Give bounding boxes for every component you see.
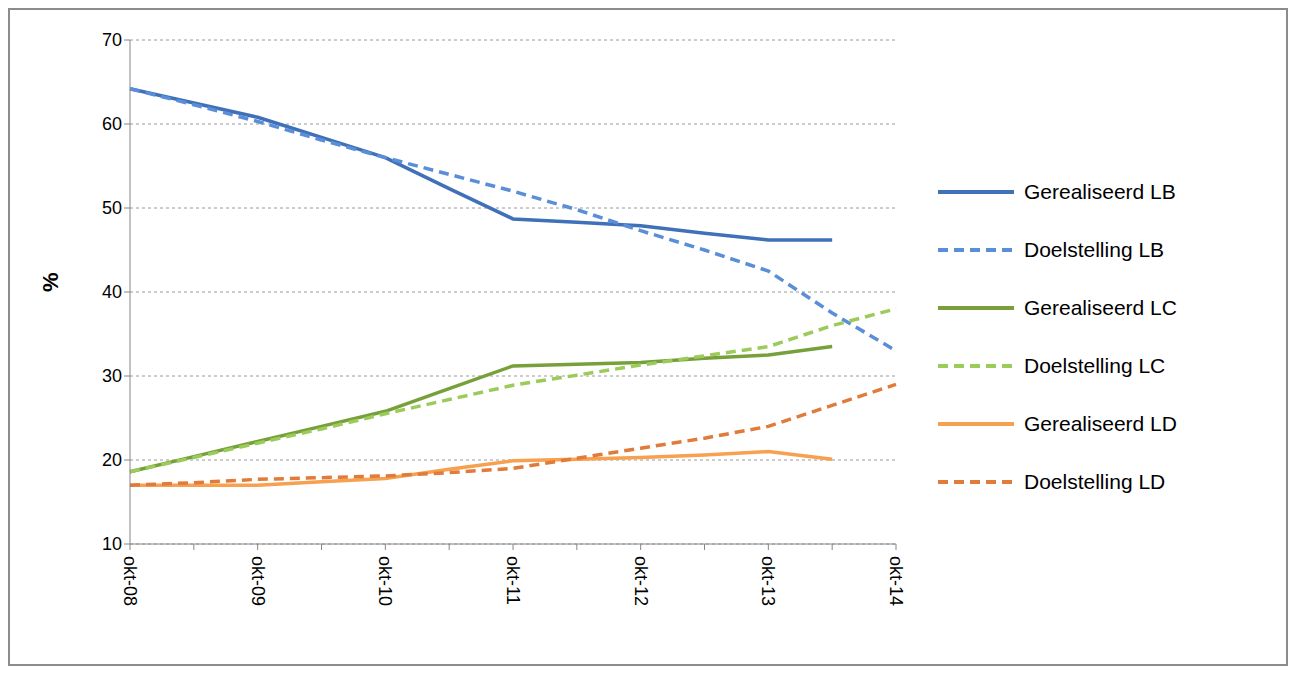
svg-text:okt-08: okt-08 (120, 556, 140, 606)
svg-text:70: 70 (102, 30, 122, 50)
svg-text:20: 20 (102, 450, 122, 470)
html-text:Doelstelling LB: Doelstelling LB (1024, 238, 1165, 261)
html-text:Gerealiseerd LD: Gerealiseerd LD (1024, 412, 1177, 435)
html-text:Doelstelling LC: Doelstelling LC (1024, 354, 1166, 377)
html-text:Doelstelling LD: Doelstelling LD (1024, 470, 1166, 493)
html-text:Gerealiseerd LB: Gerealiseerd LB (1024, 180, 1176, 203)
svg-text:60: 60 (102, 114, 122, 134)
svg-text:okt-13: okt-13 (758, 556, 778, 606)
svg-text:30: 30 (102, 366, 122, 386)
svg-text:okt-10: okt-10 (375, 556, 395, 606)
svg-text:40: 40 (102, 282, 122, 302)
svg-text:50: 50 (102, 198, 122, 218)
svg-text:%: % (38, 272, 63, 292)
svg-text:10: 10 (102, 534, 122, 554)
svg-text:okt-11: okt-11 (503, 556, 523, 605)
svg-text:okt-14: okt-14 (886, 556, 906, 606)
html-text:Gerealiseerd LC: Gerealiseerd LC (1024, 296, 1177, 319)
svg-text:okt-09: okt-09 (248, 556, 268, 606)
svg-text:okt-12: okt-12 (631, 556, 651, 606)
